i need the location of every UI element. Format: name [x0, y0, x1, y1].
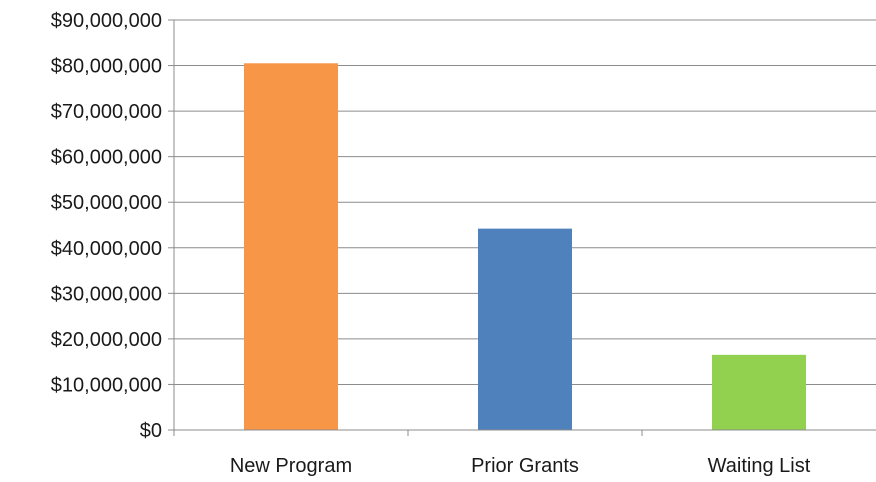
bars — [244, 63, 806, 431]
y-tick-label: $30,000,000 — [51, 283, 162, 305]
y-tick-label: $40,000,000 — [51, 238, 162, 260]
y-tick-label: $60,000,000 — [51, 147, 162, 169]
y-tick-label: $10,000,000 — [51, 374, 162, 396]
x-category-label: Prior Grants — [471, 455, 579, 477]
axis-labels: $0 $10,000,000 $20,000,000 $30,000,000 $40,0… — [51, 10, 811, 477]
bar-waiting-list — [712, 354, 806, 430]
x-category-label: Waiting List — [708, 455, 811, 477]
y-tick-label: $0 — [140, 420, 162, 442]
axes — [168, 19, 876, 436]
y-tick-label: $20,000,000 — [51, 329, 162, 351]
y-tick-label: $50,000,000 — [51, 192, 162, 214]
bar-prior-grants — [478, 228, 572, 430]
bar-new-program — [244, 63, 338, 431]
y-tick-label: $70,000,000 — [51, 101, 162, 123]
y-tick-label: $80,000,000 — [51, 56, 162, 78]
y-tick-label: $90,000,000 — [51, 10, 162, 32]
x-category-label: New Program — [230, 455, 352, 477]
